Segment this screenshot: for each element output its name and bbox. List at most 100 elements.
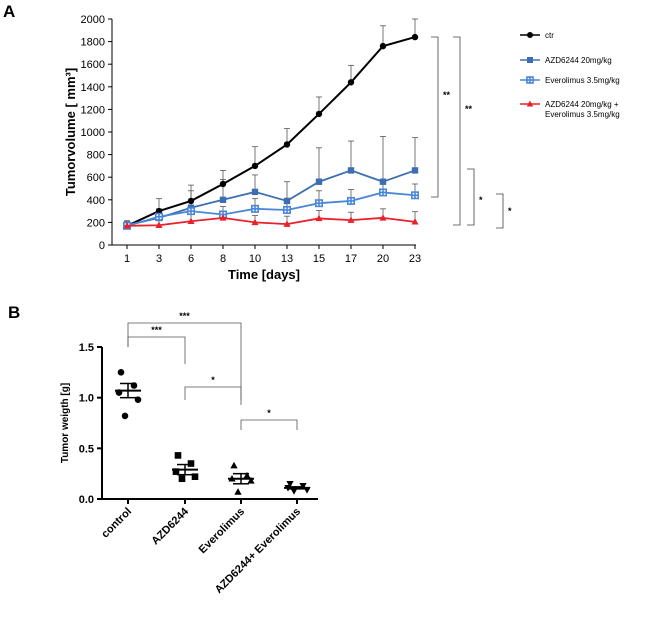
comparison-label: * — [267, 408, 271, 418]
comparison-label: *** — [151, 325, 162, 335]
data-point — [234, 488, 242, 495]
significance-label: * — [479, 195, 483, 205]
data-point — [314, 199, 323, 208]
comparison-bracket — [127, 322, 242, 405]
series-line — [126, 191, 416, 227]
bracket-ctr-azd — [431, 36, 439, 198]
data-point — [379, 214, 387, 221]
tumor-weight-chart: 0.0 0.5 1.0 1.5 Tumor weigth [g] control AZD62… — [60, 311, 318, 596]
data-point — [174, 452, 182, 459]
data-point — [410, 191, 419, 200]
x-tick-label: 17 — [345, 253, 357, 265]
series-line — [126, 216, 416, 227]
data-point — [219, 180, 227, 188]
data-point — [243, 471, 251, 479]
data-point — [187, 217, 195, 224]
y-tick-label: 1200 — [81, 104, 105, 116]
data-point — [379, 178, 387, 185]
data-point — [191, 473, 199, 481]
bracket-ctr-combo — [453, 36, 461, 226]
x-tick-label: 20 — [377, 253, 389, 265]
comparison-label: * — [211, 375, 215, 385]
data-point — [117, 369, 125, 376]
data-point — [251, 188, 259, 196]
data-point — [251, 162, 259, 170]
bracket-azd-combo — [467, 168, 475, 226]
legend-marker — [526, 76, 534, 84]
x-tick-label: 3 — [156, 253, 162, 265]
data-point — [155, 212, 164, 221]
data-point — [290, 488, 298, 495]
data-point — [178, 475, 186, 483]
data-point — [228, 474, 236, 482]
data-point — [379, 42, 387, 50]
data-point — [282, 205, 291, 214]
legend-label: Everolimus 3.5mg/kg — [545, 110, 620, 119]
x-tick-label: Everolimus — [197, 506, 247, 556]
data-point — [251, 204, 260, 213]
comparison-bracket — [127, 336, 186, 364]
x-tick-label: 10 — [249, 253, 261, 265]
data-point — [347, 167, 355, 174]
y-tick-label: 800 — [87, 150, 105, 162]
data-point — [346, 196, 355, 205]
y-tick-label: 0.5 — [79, 443, 94, 455]
series-line — [126, 36, 416, 227]
data-point — [411, 33, 419, 41]
panel-b-label: B — [8, 303, 20, 322]
data-point — [283, 141, 291, 148]
data-point — [299, 483, 307, 490]
data-point — [134, 396, 142, 403]
x-axis-title: Time [days] — [228, 267, 300, 282]
data-point — [283, 197, 291, 205]
data-point — [247, 476, 255, 484]
legend-label: AZD6244 20mg/kg + — [545, 100, 619, 109]
legend-label: AZD6244 20mg/kg — [545, 56, 612, 65]
data-point — [187, 460, 195, 467]
legend-marker — [527, 57, 533, 63]
y-tick-label: 1600 — [81, 59, 105, 71]
legend-marker — [526, 100, 534, 107]
comparison-bracket — [184, 386, 242, 400]
legend-label: ctr — [545, 31, 554, 40]
legend-marker — [527, 32, 533, 38]
y-tick-label: 1000 — [81, 127, 105, 139]
x-tick-label: AZD6244 — [149, 505, 191, 547]
data-point — [187, 207, 196, 216]
y-tick-label: 2000 — [81, 14, 105, 26]
data-point — [130, 382, 138, 389]
y-tick-label: 400 — [87, 195, 105, 207]
data-point — [219, 214, 227, 221]
data-point — [187, 197, 195, 205]
data-point — [303, 487, 311, 494]
data-point — [283, 220, 291, 227]
significance-label: ** — [465, 104, 473, 114]
y-tick-label: 1400 — [81, 82, 105, 94]
data-point — [315, 178, 323, 185]
data-point — [123, 222, 131, 229]
x-tick-label: 6 — [188, 253, 194, 265]
data-point — [155, 207, 163, 215]
legend-label: Everolimus 3.5mg/kg — [545, 76, 620, 85]
data-point — [411, 218, 419, 225]
y-tick-label: 0 — [99, 240, 105, 252]
data-point — [284, 485, 292, 492]
data-point — [315, 214, 323, 222]
data-point — [411, 167, 419, 174]
data-point — [378, 188, 387, 197]
x-tick-label: 1 — [124, 253, 130, 265]
y-tick-label: 200 — [87, 217, 105, 229]
y-axis-title: Tumorvolume [ mm³] — [63, 68, 78, 196]
panel-a-label: A — [3, 2, 15, 21]
comparison-label: *** — [179, 311, 190, 321]
y-tick-label: 0.0 — [79, 494, 94, 506]
data-point — [121, 412, 129, 420]
data-point — [219, 196, 227, 203]
data-point — [155, 221, 163, 228]
y-tick-label: 1.0 — [79, 393, 94, 405]
data-point — [286, 480, 294, 488]
data-point — [347, 79, 355, 86]
y-axis-title: Tumor weigth [g] — [60, 383, 71, 463]
bracket-evero-combo — [496, 193, 504, 229]
